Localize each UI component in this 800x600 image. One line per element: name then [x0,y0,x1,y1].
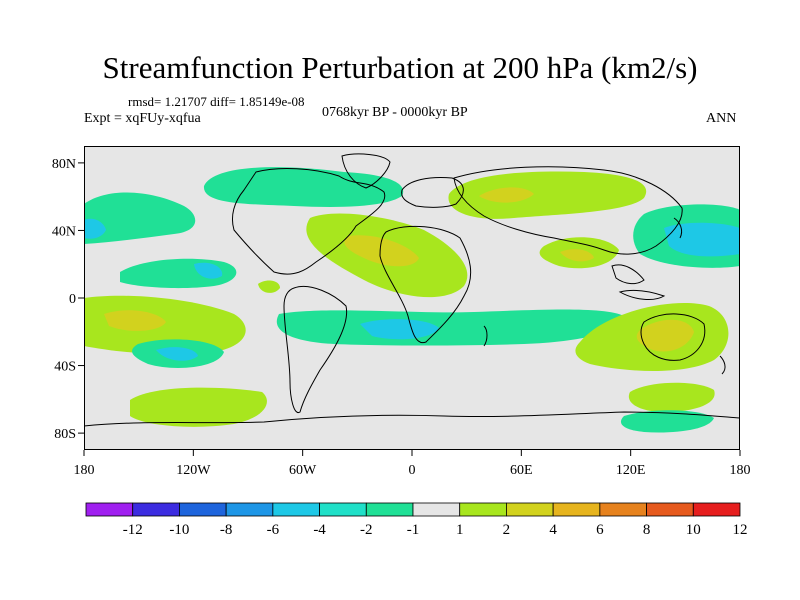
contour-n-atlantic-high [448,171,647,219]
colorbar-label: 10 [686,522,701,538]
contour-subtropical-atl-high-core [344,235,419,267]
coast-africa [379,225,472,344]
coastlines [84,153,740,427]
lon-tick-label: 180 [730,463,751,478]
contour-n-pacific-low-core [664,222,740,257]
contour-ne-atlantic-low [84,192,196,244]
colorbar-label: -6 [267,522,280,538]
colorbar-swatch [132,502,180,517]
contour-south-asia-high-core [560,249,594,262]
longitude-axis: 180 120W 60W 0 60E 120E 180 [74,450,751,478]
contour-sw-pacific-low-core [156,347,198,361]
coast-greenland [341,153,391,189]
experiment-label: Expt = xqFUy-xqfua [84,111,201,126]
contour-southern-ocean-high-w [130,387,267,427]
lon-tick-label: 60W [289,463,317,478]
colorbar: -12 -10 -8 -6 -4 -2 -1 1 2 4 6 8 10 12 [85,502,748,538]
colorbar-label: 4 [549,522,557,538]
latitude-axis: 80N 40N 0 40S 80S [52,157,84,442]
season-label: ANN [706,111,737,126]
lon-tick-label: 120E [616,463,646,478]
colorbar-swatch [692,502,741,517]
colorbar-swatch [225,502,274,517]
coast-europe [401,177,464,208]
colorbar-label: -2 [360,522,373,538]
colorbar-swatch [599,502,647,517]
coast-south-america [283,286,348,414]
colorbar-swatch [85,502,134,517]
colorbar-label: -8 [220,522,233,538]
colorbar-swatch [506,502,554,517]
colorbar-label: -12 [123,522,143,538]
lat-tick-label: 40N [52,224,76,239]
colorbar-swatch [272,502,320,517]
lon-tick-label: 0 [409,463,416,478]
colorbar-swatch [552,502,601,517]
lat-tick-label: 0 [69,292,76,307]
period-label: 0768kyr BP - 0000kyr BP [322,105,468,120]
coast-japan [673,217,683,239]
colorbar-label: 8 [643,522,651,538]
map-panel [84,146,740,450]
colorbar-label: 6 [596,522,604,538]
lat-tick-label: 40S [54,360,76,375]
lon-tick-label: 120W [176,463,211,478]
coast-new-zealand [719,355,726,375]
contour-australia-high-core [636,319,694,352]
coast-antarctica [84,411,740,427]
colorbar-label: -10 [169,522,189,538]
contour-e-pacific-low-core [194,262,223,279]
coast-se-asia [611,264,645,285]
contour-ne-pacific-low-core [84,218,106,239]
colorbar-swatch [179,502,227,517]
colorbar-swatch [412,502,461,517]
coast-madagascar [483,325,488,347]
contour-n-atlantic-high-core [479,187,534,203]
lat-tick-label: 80N [52,157,76,172]
lon-tick-label: 180 [74,463,95,478]
figure-title: Streamfunction Perturbation at 200 hPa (… [102,50,698,85]
colorbar-swatch [459,502,507,517]
lat-tick-label: 80S [54,427,76,442]
colorbar-swatch [319,502,367,517]
colorbar-label: 2 [503,522,511,538]
lon-tick-label: 60E [510,463,533,478]
colorbar-label: 12 [733,522,748,538]
coast-australia [640,313,706,361]
colorbar-label: -4 [313,522,326,538]
stats-label: rmsd= 1.21707 diff= 1.85149e-08 [128,94,305,109]
contour-na-low [203,167,404,207]
coast-north-america [231,168,386,275]
coast-asia [453,166,683,255]
contour-central-america-high [258,280,280,293]
contour-southern-ocean-high-e [628,382,715,412]
colorbar-swatch [365,502,414,517]
contour-southern-ocean-low-e [620,410,714,433]
colorbar-label: 1 [456,522,464,538]
colorbar-swatch [646,502,694,517]
contour-s-pacific-high-core [104,310,166,331]
contour-south-atl-low [276,309,625,346]
contour-south-atl-low-core [360,319,439,340]
coast-indonesia [618,289,666,300]
colorbar-label: -1 [407,522,420,538]
map-frame [84,146,740,450]
